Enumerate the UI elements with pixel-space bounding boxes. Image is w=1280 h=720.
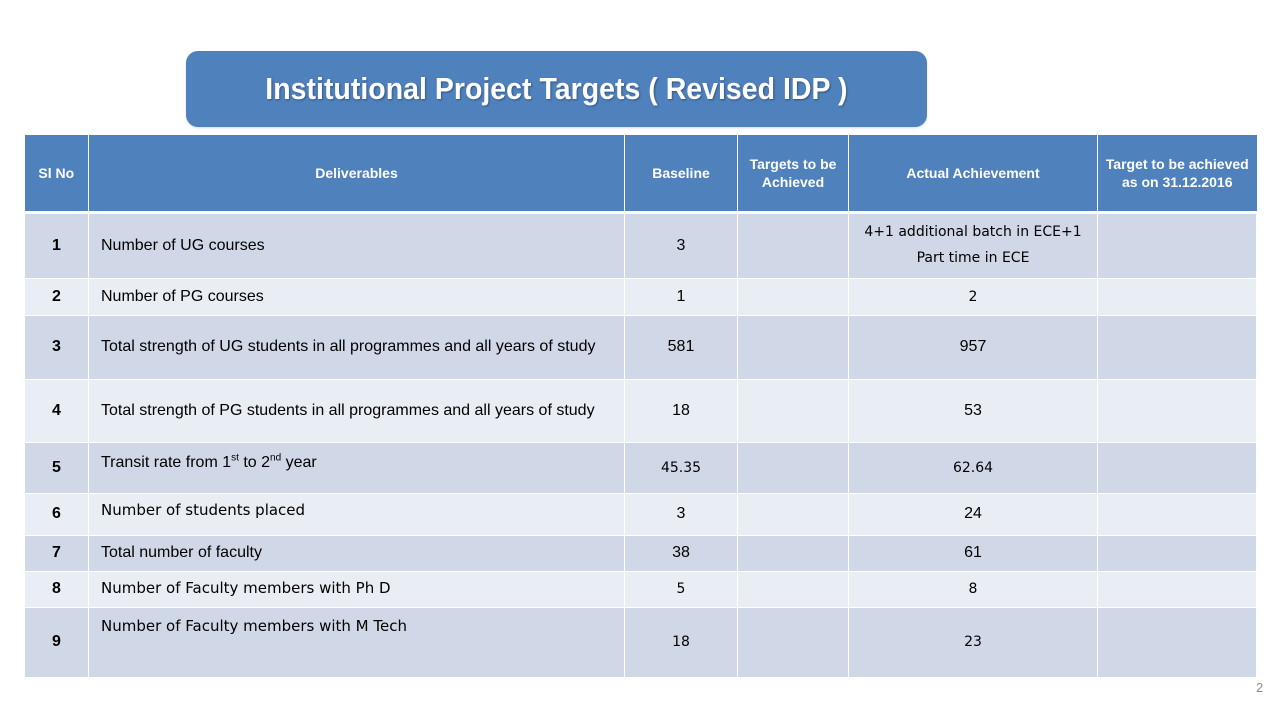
table-row: 3 Total strength of UG students in all p… (24, 314, 1257, 380)
actual-cell: 62.64 (848, 441, 1098, 494)
target-date-cell (1097, 211, 1257, 279)
target-date-cell (1097, 534, 1257, 572)
targets-cell (737, 277, 849, 316)
baseline-cell: 45.35 (624, 441, 738, 494)
deliverable-cell: Total strength of UG students in all pro… (88, 314, 625, 380)
targets-table: Sl No Deliverables Baseline Targets to b… (24, 135, 1257, 678)
table-row: 4 Total strength of PG students in all p… (24, 378, 1257, 443)
targets-cell (737, 378, 849, 443)
actual-cell: 61 (848, 534, 1098, 572)
sl-cell: 3 (24, 314, 89, 380)
sl-cell: 9 (24, 606, 89, 678)
actual-cell: 24 (848, 492, 1098, 536)
sl-cell: 8 (24, 570, 89, 608)
actual-cell: 23 (848, 606, 1098, 678)
actual-cell: 8 (848, 570, 1098, 608)
page-number: 2 (1256, 680, 1264, 695)
slide-title: Institutional Project Targets ( Revised … (265, 71, 848, 106)
actual-cell: 2 (848, 277, 1098, 316)
header-actual: Actual Achievement (848, 135, 1098, 214)
baseline-cell: 3 (624, 211, 738, 279)
deliverable-text: year (281, 453, 317, 471)
target-date-cell (1097, 277, 1257, 316)
sl-cell: 7 (24, 534, 89, 572)
table-row: 5 Transit rate from 1st to 2nd year 45.3… (24, 441, 1257, 494)
header-targets: Targets to be Achieved (737, 135, 849, 214)
baseline-cell: 18 (624, 606, 738, 678)
baseline-cell: 3 (624, 492, 738, 536)
target-date-cell (1097, 606, 1257, 678)
targets-cell (737, 534, 849, 572)
table-row: 7 Total number of faculty 38 61 (24, 534, 1257, 572)
deliverable-cell: Number of Faculty members with Ph D (88, 570, 625, 608)
table-row: 2 Number of PG courses 1 2 (24, 277, 1257, 316)
actual-cell: 53 (848, 378, 1098, 443)
target-date-cell (1097, 570, 1257, 608)
baseline-cell: 5 (624, 570, 738, 608)
table-row: 8 Number of Faculty members with Ph D 5 … (24, 570, 1257, 608)
baseline-cell: 581 (624, 314, 738, 380)
deliverable-cell: Number of Faculty members with M Tech (88, 606, 625, 678)
target-date-cell (1097, 441, 1257, 494)
title-banner: Institutional Project Targets ( Revised … (186, 51, 927, 127)
actual-cell: 957 (848, 314, 1098, 380)
table-row: 9 Number of Faculty members with M Tech … (24, 606, 1257, 678)
targets-cell (737, 492, 849, 536)
target-date-cell (1097, 314, 1257, 380)
sl-cell: 1 (24, 211, 89, 279)
targets-cell (737, 441, 849, 494)
deliverable-cell: Number of UG courses (88, 211, 625, 279)
baseline-cell: 1 (624, 277, 738, 316)
deliverable-cell: Transit rate from 1st to 2nd year (88, 441, 625, 494)
targets-cell (737, 314, 849, 380)
deliverable-cell: Number of PG courses (88, 277, 625, 316)
sl-cell: 5 (24, 441, 89, 494)
targets-cell (737, 211, 849, 279)
sl-cell: 4 (24, 378, 89, 443)
header-sl-no: Sl No (24, 135, 89, 214)
targets-cell (737, 606, 849, 678)
ordinal-suffix: st (231, 452, 239, 464)
header-row: Sl No Deliverables Baseline Targets to b… (24, 135, 1257, 214)
target-date-cell (1097, 492, 1257, 536)
actual-cell: 4+1 additional batch in ECE+1 Part time … (848, 211, 1098, 279)
ordinal-suffix: nd (270, 452, 282, 464)
deliverable-text: to 2 (238, 453, 271, 471)
baseline-cell: 18 (624, 378, 738, 443)
deliverable-cell: Number of students placed (88, 492, 625, 536)
targets-cell (737, 570, 849, 608)
sl-cell: 2 (24, 277, 89, 316)
deliverable-cell: Total strength of PG students in all pro… (88, 378, 625, 443)
table-row: 6 Number of students placed 3 24 (24, 492, 1257, 536)
table-row: 1 Number of UG courses 3 4+1 additional … (24, 211, 1257, 279)
deliverable-text: Transit rate from 1 (101, 453, 232, 471)
baseline-cell: 38 (624, 534, 738, 572)
header-baseline: Baseline (624, 135, 738, 214)
sl-cell: 6 (24, 492, 89, 536)
deliverable-cell: Total number of faculty (88, 534, 625, 572)
header-target-date: Target to be achieved as on 31.12.2016 (1097, 135, 1257, 214)
header-deliverables: Deliverables (88, 135, 625, 214)
target-date-cell (1097, 378, 1257, 443)
